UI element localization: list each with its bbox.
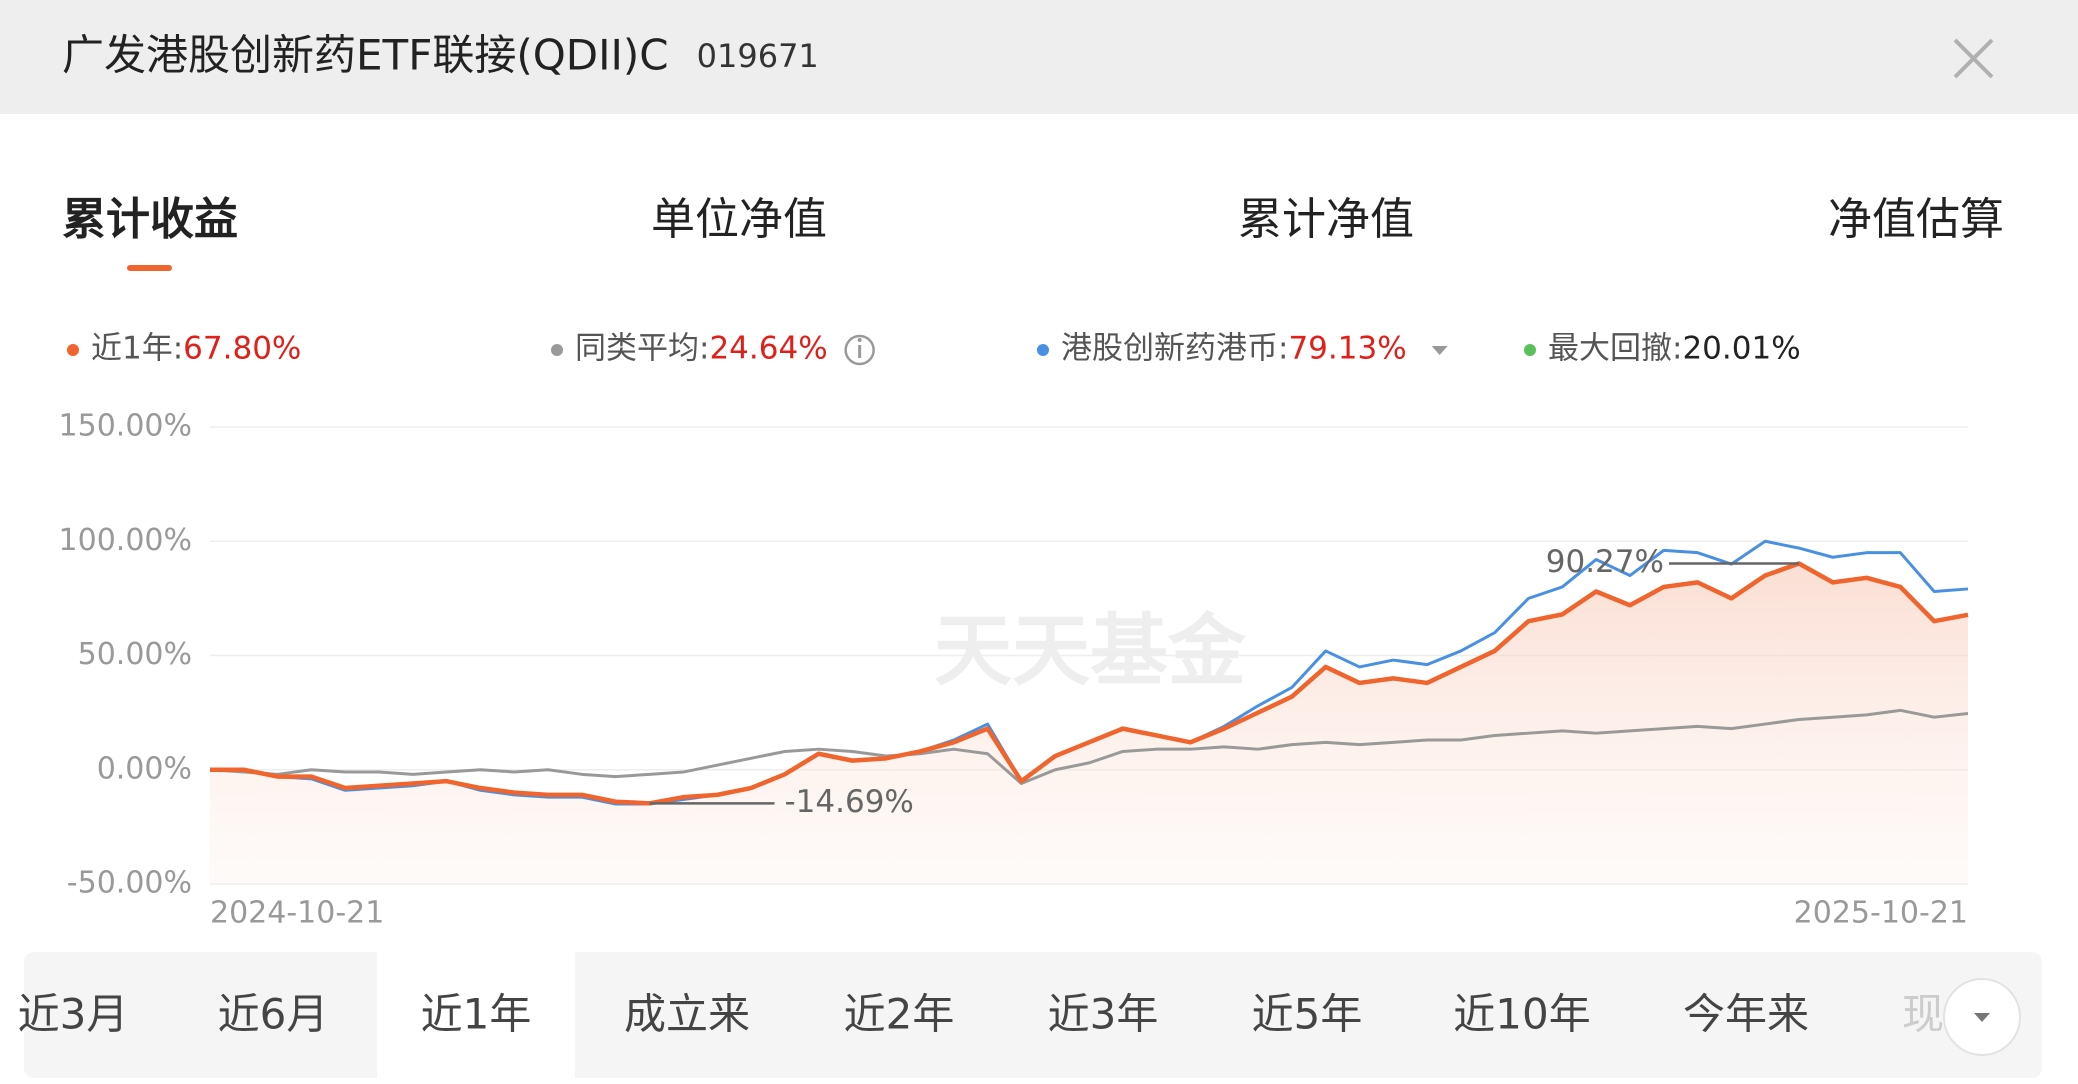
legend-value: 20.01% [1682,331,1800,367]
legend-dot [551,344,563,356]
legend-dot [67,344,79,356]
y-tick-label: 50.00% [78,637,192,672]
annotation-label: -14.69% [785,784,914,820]
series-line [210,561,1969,806]
legend-value: 79.13% [1288,331,1406,367]
tab-underline [127,265,172,271]
legend-value: 24.64% [709,331,827,367]
watermark: 天天基金 [934,606,1247,696]
period-option[interactable]: 近1年 [421,990,532,1039]
fund-title: 广发港股创新药ETF联接(QDII)C [62,31,669,80]
legend-name: 最大回撤: [1548,331,1682,367]
period-option[interactable]: 成立来 [624,990,750,1039]
dropdown-icon [1974,1013,1990,1022]
x-tick-label: 2025-10-21 [1794,896,1968,931]
period-option[interactable]: 近3年 [1048,990,1159,1039]
period-option[interactable]: 现 [1902,990,1944,1039]
annotation-label: 90.27% [1546,544,1664,580]
fund-code: 019671 [697,37,819,75]
y-tick-label: -50.00% [67,866,192,901]
period-option[interactable]: 近10年 [1453,990,1590,1039]
legend-dot [1037,344,1049,356]
legend-name: 港股创新药港币: [1061,331,1288,367]
x-tick-label: 2024-10-21 [210,896,384,931]
legend-dot [1524,344,1536,356]
close-button[interactable] [1953,38,1994,79]
tab[interactable]: 净值估算 [1828,194,2004,245]
period-option[interactable]: 今年来 [1683,990,1809,1039]
y-tick-label: 0.00% [97,751,192,786]
tab[interactable]: 累计净值 [1238,194,1414,245]
tab[interactable]: 累计收益 [62,194,238,245]
tab[interactable]: 单位净值 [651,194,827,245]
series-line [209,708,1969,785]
period-option[interactable]: 近2年 [844,990,955,1039]
info-icon[interactable] [844,334,875,366]
period-option[interactable]: 近6月 [218,990,329,1039]
header-bar [0,0,2078,114]
period-selected [377,952,575,1078]
y-tick-label: 100.00% [59,523,192,558]
legend-name: 同类平均: [575,331,709,367]
y-tick-label: 150.00% [59,409,192,444]
period-option[interactable]: 近3月 [18,990,129,1039]
legend-value: 67.80% [183,331,301,367]
legend-dropdown[interactable] [1431,346,1448,355]
period-option[interactable]: 近5年 [1252,990,1363,1039]
info-icon-dot [857,338,862,342]
legend-name: 近1年: [91,331,183,367]
